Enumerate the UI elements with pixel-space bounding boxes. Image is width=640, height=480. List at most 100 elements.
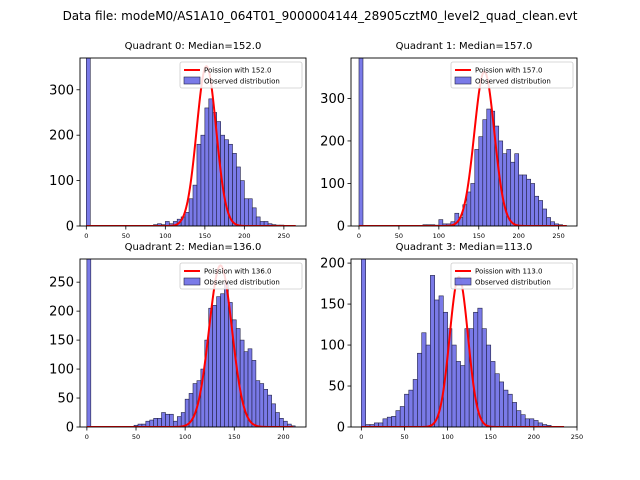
histogram-bar — [192, 383, 198, 427]
histogram-bar — [236, 166, 241, 226]
histogram-bar — [507, 393, 513, 427]
histogram-bar — [512, 402, 517, 427]
x-tick-label: 100 — [433, 232, 445, 240]
histogram-bar — [244, 198, 249, 226]
x-tick-label: 150 — [199, 232, 211, 240]
histogram-bar — [516, 410, 522, 427]
legend-label-observed: Observed distribution — [475, 78, 551, 86]
legend-box — [450, 61, 574, 89]
subplot-title: Quadrant 1: Median=157.0 — [396, 41, 533, 52]
x-tick-label: 50 — [122, 232, 130, 240]
subplot-title: Quadrant 0: Median=152.0 — [125, 41, 262, 52]
histogram-bar — [255, 216, 261, 226]
histogram-bar — [224, 281, 229, 427]
x-tick-label: 200 — [512, 232, 524, 240]
histogram-bar — [248, 198, 253, 226]
histogram-bar — [542, 208, 547, 226]
histogram-bar — [502, 153, 508, 226]
histogram-bar — [538, 200, 543, 226]
subplot-quadrant-3: Quadrant 3: Median=113.0 0 50 100 150 200 0 50 1… — [320, 242, 583, 441]
legend-box — [450, 262, 574, 290]
y-tick-label: 0 — [337, 220, 345, 235]
poisson-curve — [361, 275, 565, 427]
legend-label-observed: Observed distribution — [204, 78, 280, 86]
subplot-title: Quadrant 3: Median=113.0 — [396, 242, 533, 253]
y-tick-label: 0 — [66, 421, 74, 436]
legend-patch-swatch — [454, 76, 472, 85]
poisson-curve — [358, 70, 567, 226]
histogram-bar — [169, 413, 174, 427]
histogram-bar — [482, 119, 488, 226]
x-tick-label: 50 — [132, 433, 140, 441]
histogram-bar — [247, 348, 253, 427]
histogram-bar — [165, 413, 170, 427]
y-tick-label: 100 — [49, 363, 74, 378]
histogram-bar — [86, 259, 92, 427]
legend-patch-swatch — [183, 76, 201, 85]
histogram-bar — [514, 153, 520, 226]
histogram-bar — [466, 191, 472, 226]
x-tick-label: 0 — [359, 433, 363, 441]
histogram-bar — [240, 180, 245, 226]
histogram-bar — [275, 412, 280, 427]
histogram-bar — [399, 406, 405, 427]
x-tick-label: 150 — [228, 433, 240, 441]
histogram-bar — [251, 360, 257, 427]
y-tick-label: 200 — [49, 129, 74, 144]
x-tick-label: 250 — [278, 232, 290, 240]
y-tick-label: 0 — [337, 421, 345, 436]
legend: Poission with 113.0 Observed distribution — [450, 262, 574, 290]
legend-patch-swatch — [183, 277, 201, 286]
subplot-quadrant-2: Quadrant 2: Median=136.0 0 50 100 150 200 250 0… — [49, 242, 307, 441]
histogram-bar — [503, 389, 509, 427]
histogram-bar — [192, 184, 198, 226]
histogram-bar — [391, 416, 397, 427]
histogram-bar — [522, 174, 527, 226]
histogram-bar — [86, 58, 91, 226]
histogram-bar — [153, 418, 158, 427]
histogram-bar — [486, 108, 492, 226]
y-tick-label: 50 — [328, 380, 345, 395]
legend-label-observed: Observed distribution — [204, 279, 280, 287]
histogram-bar — [161, 412, 166, 427]
histogram-bar — [460, 365, 466, 427]
axes-frame — [350, 57, 578, 227]
y-tick-label: 250 — [49, 276, 74, 291]
x-tick-label: 50 — [400, 433, 408, 441]
x-tick-label: 200 — [277, 433, 289, 441]
histogram-bar — [494, 373, 500, 427]
histogram-bar — [239, 339, 245, 427]
histogram-bar — [263, 389, 268, 427]
poisson-curve — [86, 64, 296, 226]
y-tick-label: 100 — [320, 339, 345, 354]
x-tick-label: 0 — [357, 232, 361, 240]
legend-box — [179, 61, 303, 89]
y-tick-label: 300 — [49, 83, 74, 98]
histogram-bar — [455, 361, 461, 427]
histogram-bar — [251, 207, 257, 226]
x-tick-label: 200 — [528, 433, 540, 441]
legend-label-observed: Observed distribution — [475, 279, 551, 287]
histogram-bar — [176, 416, 182, 427]
legend-label-poisson: Poission with 136.0 — [204, 268, 272, 276]
legend: Poission with 136.0 Observed distribution — [179, 262, 303, 290]
x-tick-label: 150 — [473, 232, 485, 240]
legend-label-poisson: Poission with 113.0 — [475, 268, 543, 276]
poisson-curve — [86, 264, 294, 427]
subplot-quadrant-0: Quadrant 0: Median=152.0 0 100 200 300 0 50 100… — [49, 41, 307, 240]
histogram-bars — [86, 259, 296, 427]
histogram-bar — [196, 143, 202, 226]
histogram-bar — [157, 418, 162, 427]
histogram-bar — [188, 198, 194, 226]
histogram-bar — [358, 58, 364, 226]
subplot-quadrant-1: Quadrant 1: Median=157.0 0 100 200 300 0 50 100… — [320, 41, 578, 240]
legend-box — [179, 262, 303, 290]
histogram-bar — [434, 299, 440, 427]
histogram-bar — [534, 195, 539, 226]
legend: Poission with 152.0 Observed distribution — [179, 61, 303, 89]
x-tick-label: 100 — [441, 433, 453, 441]
histogram-bar — [438, 219, 444, 226]
histogram-bar — [404, 393, 410, 427]
y-tick-label: 50 — [57, 392, 74, 407]
